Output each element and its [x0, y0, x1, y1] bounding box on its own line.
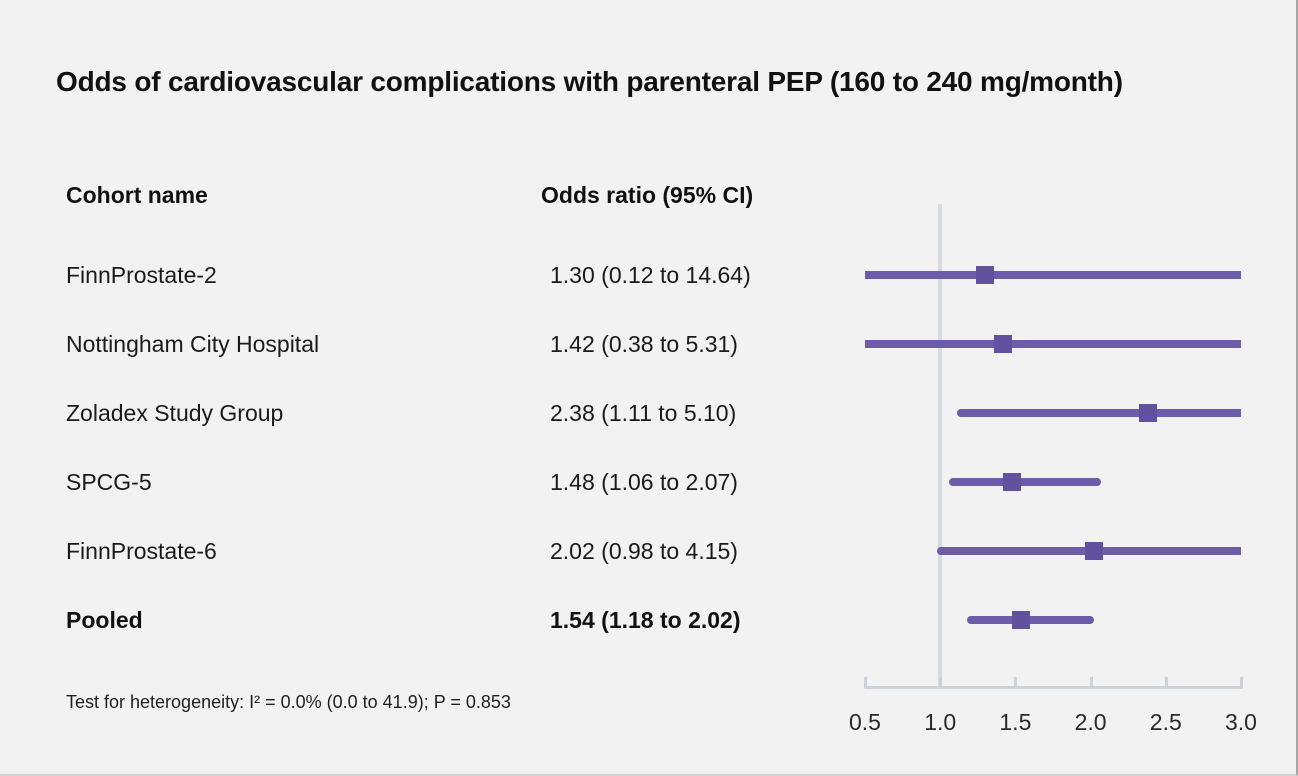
odds-ratio-value: 1.54 (1.18 to 2.02) — [550, 607, 741, 633]
heterogeneity-footnote: Test for heterogeneity: I² = 0.0% (0.0 t… — [66, 692, 511, 712]
odds-ratio-marker — [994, 335, 1013, 353]
x-axis-tick-label: 3.0 — [1225, 709, 1257, 735]
confidence-interval-line — [949, 478, 1102, 486]
x-axis-tick — [1089, 677, 1093, 687]
confidence-interval-line — [956, 409, 1241, 417]
odds-ratio-marker — [976, 266, 995, 284]
x-axis-tick — [864, 677, 867, 687]
x-axis-line — [864, 686, 1243, 689]
cohort-name: SPCG-5 — [66, 469, 152, 495]
reference-line-or-1 — [938, 204, 943, 687]
x-axis-tick — [1240, 677, 1243, 687]
cohort-name: FinnProstate-6 — [66, 538, 217, 564]
confidence-interval-line — [967, 616, 1094, 624]
odds-ratio-marker — [1138, 404, 1157, 422]
confidence-interval-line — [865, 271, 1241, 279]
cohort-name: FinnProstate-2 — [66, 262, 217, 288]
page-title: Odds of cardiovascular complications wit… — [56, 66, 1123, 97]
odds-ratio-value: 1.42 (0.38 to 5.31) — [550, 331, 738, 357]
x-axis-tick-label: 0.5 — [849, 709, 881, 735]
odds-ratio-marker — [1084, 542, 1103, 560]
odds-ratio-marker — [1012, 611, 1031, 629]
x-axis-tick-label: 2.0 — [1074, 709, 1107, 735]
odds-ratio-value: 1.30 (0.12 to 14.64) — [550, 262, 751, 288]
x-axis-tick — [1164, 677, 1168, 687]
cohort-name: Zoladex Study Group — [66, 400, 284, 426]
x-axis-tick — [939, 677, 943, 687]
x-axis-tick-label: 2.5 — [1149, 709, 1182, 735]
x-axis-tick-label: 1.5 — [999, 709, 1032, 735]
x-axis-tick — [1014, 677, 1018, 687]
odds-ratio-value: 2.38 (1.11 to 5.10) — [550, 400, 737, 426]
cohort-name: Pooled — [66, 607, 143, 633]
odds-ratio-value: 1.48 (1.06 to 2.07) — [550, 469, 738, 495]
odds-ratio-value: 2.02 (0.98 to 4.15) — [550, 538, 738, 564]
x-axis-tick-label: 1.0 — [924, 709, 957, 735]
cohort-name: Nottingham City Hospital — [66, 331, 320, 357]
confidence-interval-line — [865, 340, 1241, 348]
column-header-cohort: Cohort name — [66, 182, 208, 208]
odds-ratio-marker — [1003, 473, 1022, 491]
column-header-odds-ratio: Odds ratio (95% CI) — [541, 182, 754, 208]
